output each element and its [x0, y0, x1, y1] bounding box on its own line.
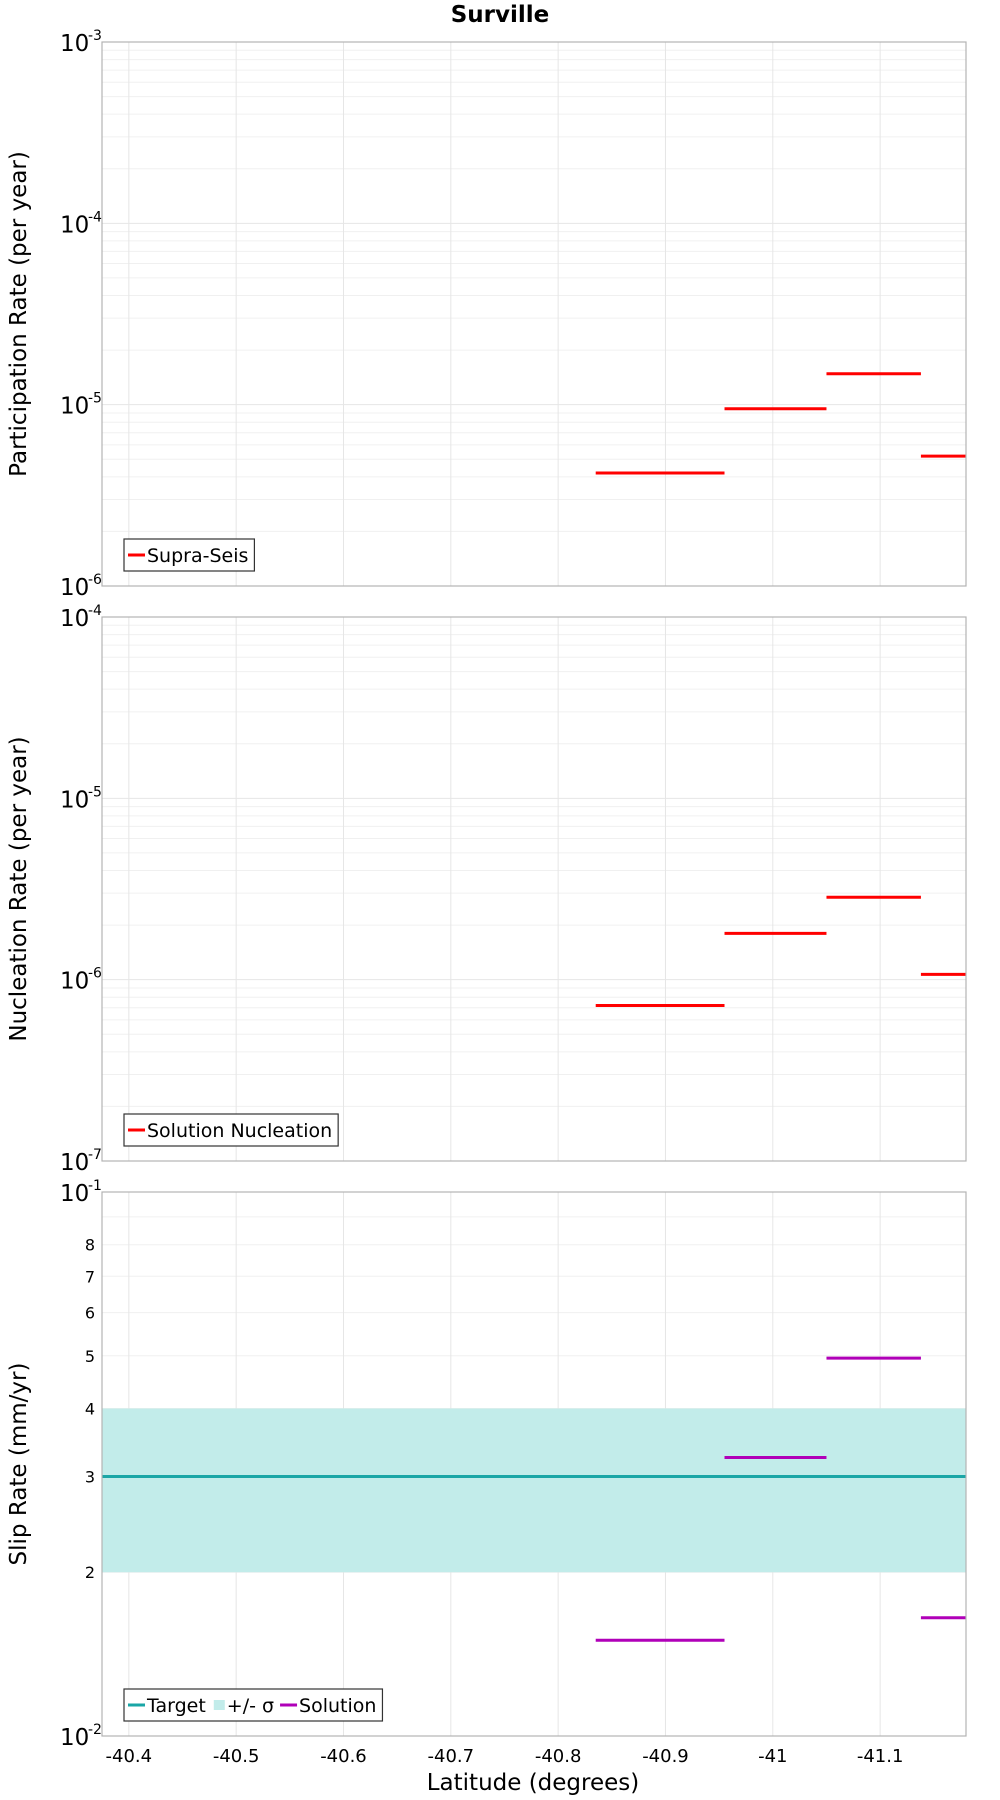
legend-label: Supra-Seis	[147, 545, 248, 567]
y-minor-tick-label: 8	[85, 1236, 95, 1255]
plot-frame	[101, 616, 967, 1162]
y-minor-tick-label: 2	[85, 1563, 95, 1582]
legend-label: Target	[146, 1695, 206, 1717]
y-tick-exponent: -3	[88, 28, 102, 44]
y-tick-exponent: -1	[88, 1178, 102, 1194]
y-tick-label: 10	[60, 1181, 89, 1207]
y-axis-title: Participation Rate (per year)	[6, 151, 32, 477]
y-tick-exponent: -4	[88, 603, 102, 619]
y-tick-exponent: -7	[88, 1147, 102, 1163]
y-axis-title: Slip Rate (mm/yr)	[6, 1363, 32, 1566]
y-tick-exponent: -6	[88, 572, 102, 588]
legend-label: +/- σ	[227, 1695, 274, 1717]
y-minor-tick-label: 4	[85, 1399, 95, 1418]
x-axis-title: Latitude (degrees)	[427, 1770, 640, 1796]
y-tick-label: 10	[60, 575, 89, 601]
y-tick-label: 10	[60, 787, 89, 813]
y-minor-tick-label: 5	[85, 1347, 95, 1366]
legend-box	[123, 1688, 384, 1722]
y-tick-exponent: -6	[88, 966, 102, 982]
y-tick-label: 10	[60, 31, 89, 57]
x-tick-label: -40.7	[428, 1746, 475, 1767]
sigma-band	[102, 1408, 966, 1573]
y-tick-label: 10	[60, 969, 89, 995]
x-tick-label: -40.8	[535, 1746, 582, 1767]
y-tick-label: 10	[60, 1725, 89, 1751]
y-tick-exponent: -4	[88, 209, 102, 225]
y-minor-tick-label: 7	[85, 1267, 95, 1286]
legend-swatch	[213, 1700, 225, 1710]
x-tick-label: -41	[758, 1746, 787, 1767]
y-tick-exponent: -2	[88, 1722, 102, 1738]
x-tick-label: -40.5	[213, 1746, 260, 1767]
y-tick-label: 10	[60, 1150, 89, 1176]
plot-frame	[101, 41, 967, 587]
legend: Supra-Seis	[123, 538, 256, 572]
y-tick-exponent: -5	[88, 784, 102, 800]
y-minor-tick-label: 6	[85, 1304, 95, 1323]
y-tick-label: 10	[60, 606, 89, 632]
y-axis-title: Nucleation Rate (per year)	[6, 736, 32, 1041]
legend-label: Solution	[299, 1695, 376, 1717]
x-tick-label: -41.1	[857, 1746, 904, 1767]
x-tick-label: -40.4	[106, 1746, 153, 1767]
y-tick-label: 10	[60, 212, 89, 238]
x-tick-label: -40.9	[642, 1746, 689, 1767]
plot-frame	[101, 1191, 967, 1737]
y-minor-tick-label: 3	[85, 1467, 95, 1486]
legend: Target +/- σ Solution	[123, 1688, 384, 1722]
chart-title: Surville	[451, 2, 550, 28]
legend-box	[123, 1113, 339, 1147]
x-tick-label: -40.6	[320, 1746, 367, 1767]
y-tick-label: 10	[60, 394, 89, 420]
legend-box	[123, 538, 256, 572]
plot-area	[102, 42, 966, 586]
legend: Solution Nucleation	[123, 1113, 339, 1147]
y-tick-exponent: -5	[88, 391, 102, 407]
plot-area	[102, 617, 966, 1161]
legend-label: Solution Nucleation	[147, 1120, 332, 1142]
